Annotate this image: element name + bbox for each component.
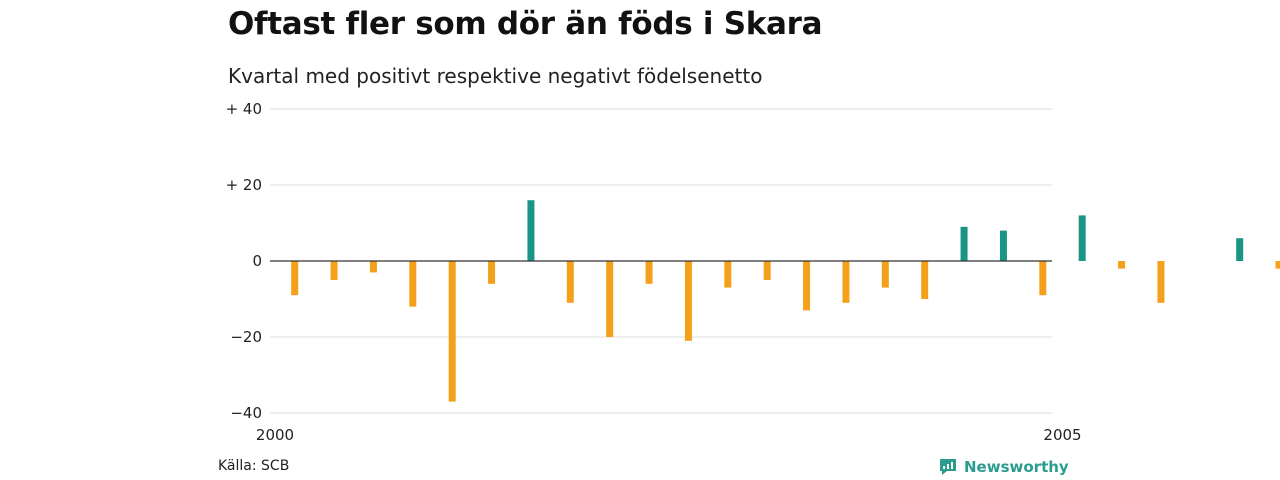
source-note: Källa: SCB	[218, 458, 290, 474]
bar	[369, 261, 377, 273]
bar	[842, 261, 850, 303]
bar	[921, 261, 929, 299]
bar	[724, 261, 732, 288]
x-tick-label: 2000	[256, 426, 294, 444]
bar	[645, 261, 653, 284]
bar	[291, 261, 299, 296]
bars	[291, 200, 1280, 402]
bar	[1157, 261, 1165, 303]
x-tick-label: 2005	[1043, 426, 1081, 444]
newsworthy-logo-icon	[940, 459, 956, 475]
bar	[960, 226, 968, 261]
bar	[999, 230, 1007, 261]
bar	[1236, 238, 1244, 261]
bar	[1118, 261, 1126, 269]
bar	[763, 261, 771, 280]
bar	[1078, 215, 1086, 261]
bar	[1039, 261, 1047, 296]
bar-chart: + 40+ 200−20−40 20002005201020152020	[226, 100, 1280, 444]
bar	[330, 261, 338, 280]
y-tick-label: + 40	[226, 100, 262, 118]
gridlines	[270, 108, 1052, 414]
y-tick-label: 0	[252, 252, 262, 270]
brand-logo: Newsworthy	[938, 456, 1069, 478]
page-subtitle: Kvartal med positivt respektive negativt…	[228, 64, 763, 88]
bar	[606, 261, 614, 337]
page-title: Oftast fler som dör än föds i Skara	[228, 6, 823, 42]
bar	[448, 261, 456, 402]
bar	[488, 261, 496, 284]
bar	[566, 261, 574, 303]
bar	[527, 200, 535, 261]
bar	[1275, 261, 1280, 269]
bar	[409, 261, 417, 307]
y-tick-label: −40	[230, 404, 262, 422]
bar	[803, 261, 811, 311]
y-tick-label: + 20	[226, 176, 262, 194]
y-tick-label: −20	[230, 328, 262, 346]
bar	[684, 261, 692, 341]
bar	[881, 261, 889, 288]
brand-name: Newsworthy	[964, 458, 1069, 476]
x-axis-labels: 20002005201020152020	[256, 426, 1082, 444]
y-axis-labels: + 40 + 20 0 −20 −40	[226, 100, 262, 422]
